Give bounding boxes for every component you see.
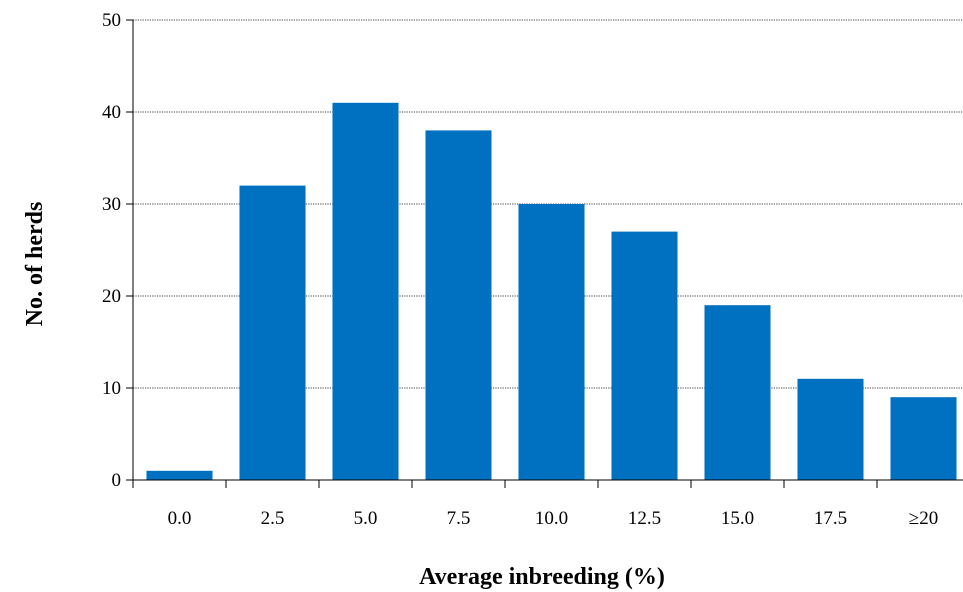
bar [332,102,399,481]
y-tick-label: 40 [102,102,121,123]
y-tick-label: 10 [102,378,121,399]
x-tick-label: 7.5 [447,508,471,529]
bar [797,378,864,480]
bars [146,102,957,481]
x-tick-labels: 0.0 2.5 5.0 7.5 10.0 12.5 15.0 17.5 ≥20 [168,508,939,529]
y-tick-label: 30 [102,194,121,215]
x-tick-label: 12.5 [628,508,661,529]
bar [518,204,585,480]
x-tick-label: ≥20 [909,508,938,529]
axes [126,19,963,488]
y-tick-labels: 0 10 20 30 40 50 [102,10,121,491]
bar [890,397,957,480]
y-axis-title: No. of herds [22,202,48,327]
y-tick-label: 20 [102,286,121,307]
x-tick-label: 15.0 [721,508,754,529]
bar [611,231,678,480]
bar [146,470,213,480]
bar [425,130,492,480]
y-tick-label: 50 [102,10,121,31]
x-tick-label: 2.5 [261,508,285,529]
bar [704,305,771,480]
x-axis-title: Average inbreeding (%) [419,564,665,590]
bar [239,185,306,480]
x-tick-label: 10.0 [535,508,568,529]
x-tick-label: 5.0 [354,508,378,529]
y-tick-label: 0 [112,470,122,491]
x-tick-label: 0.0 [168,508,192,529]
x-tick-label: 17.5 [814,508,847,529]
